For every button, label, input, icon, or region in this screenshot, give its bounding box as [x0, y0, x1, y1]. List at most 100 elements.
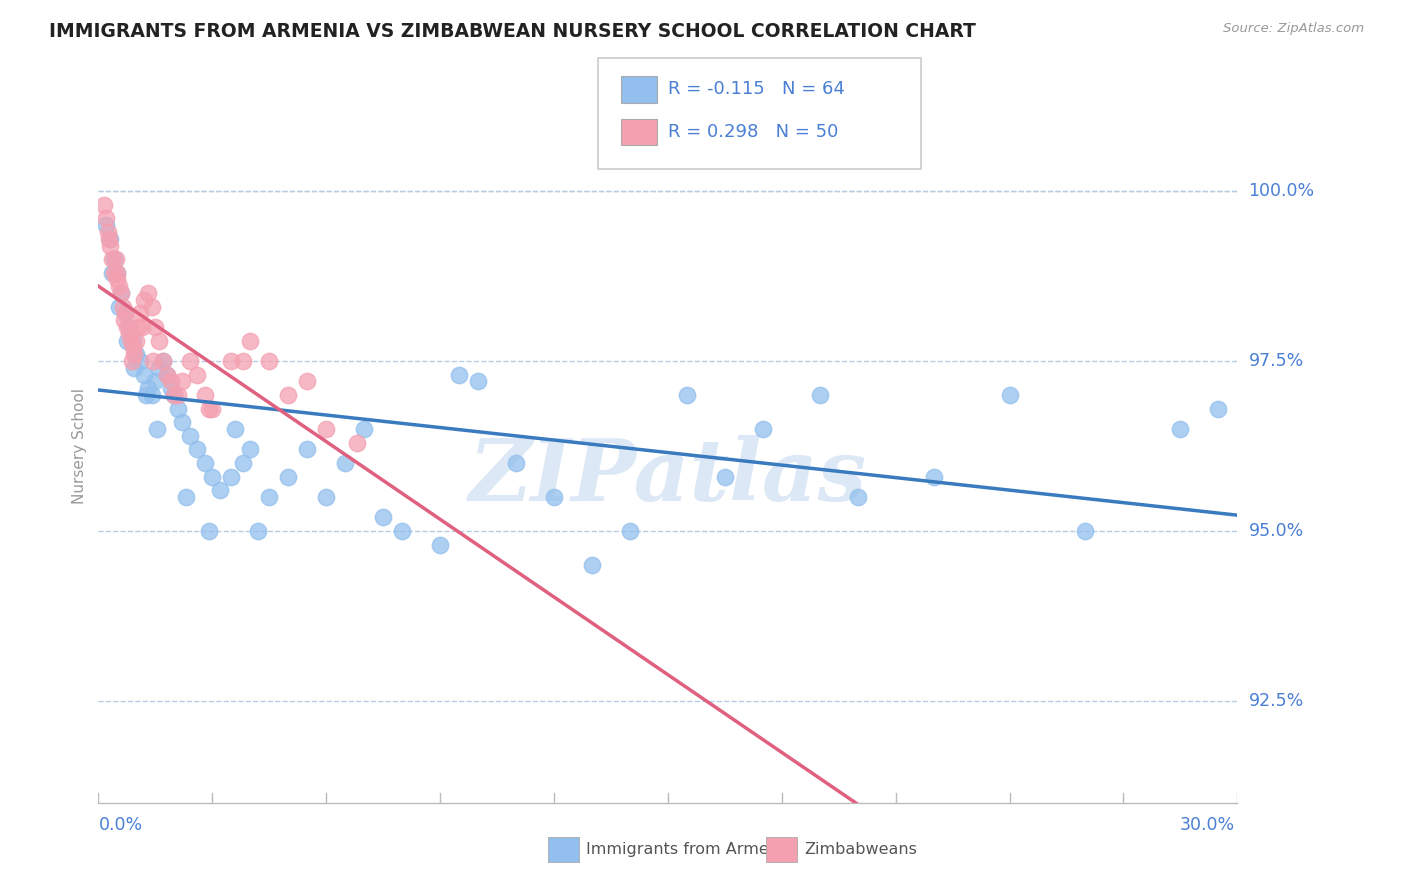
- Point: [1074, 524, 1097, 538]
- Point: [1170, 422, 1192, 436]
- Text: 97.5%: 97.5%: [1249, 352, 1303, 370]
- Point: [353, 422, 375, 436]
- Point: [100, 266, 122, 280]
- Point: [179, 354, 201, 368]
- Point: [581, 558, 603, 572]
- Point: [277, 469, 299, 483]
- Point: [104, 252, 127, 266]
- Point: [543, 490, 565, 504]
- Point: [335, 456, 357, 470]
- Point: [232, 354, 254, 368]
- Point: [125, 334, 148, 348]
- Point: [152, 354, 174, 368]
- Point: [136, 381, 159, 395]
- Point: [94, 218, 117, 232]
- Point: [846, 490, 869, 504]
- Point: [98, 232, 121, 246]
- Point: [179, 429, 201, 443]
- Point: [447, 368, 470, 382]
- Text: 92.5%: 92.5%: [1249, 692, 1303, 710]
- Point: [124, 347, 146, 361]
- Point: [105, 272, 128, 286]
- Point: [429, 537, 451, 551]
- Point: [110, 286, 132, 301]
- Point: [121, 341, 143, 355]
- Point: [98, 238, 121, 252]
- Point: [100, 252, 122, 266]
- Point: [315, 422, 337, 436]
- Point: [159, 375, 181, 389]
- Text: Zimbabweans: Zimbabweans: [804, 842, 917, 856]
- Point: [467, 375, 489, 389]
- Point: [163, 388, 186, 402]
- Point: [125, 347, 148, 361]
- Point: [167, 401, 190, 416]
- Text: R = -0.115   N = 64: R = -0.115 N = 64: [668, 80, 845, 98]
- Point: [224, 422, 246, 436]
- Point: [170, 415, 193, 429]
- Point: [170, 375, 193, 389]
- Point: [142, 354, 165, 368]
- Point: [505, 456, 527, 470]
- Point: [232, 456, 254, 470]
- Point: [148, 334, 170, 348]
- Point: [752, 422, 775, 436]
- Point: [127, 320, 149, 334]
- Text: 30.0%: 30.0%: [1180, 816, 1234, 834]
- Text: Source: ZipAtlas.com: Source: ZipAtlas.com: [1223, 22, 1364, 36]
- Text: ZIPatlas: ZIPatlas: [468, 434, 868, 518]
- Point: [114, 306, 136, 320]
- Point: [118, 326, 141, 341]
- Point: [194, 456, 217, 470]
- Point: [315, 490, 337, 504]
- Text: Immigrants from Armenia: Immigrants from Armenia: [586, 842, 793, 856]
- Point: [103, 252, 125, 266]
- Point: [152, 354, 174, 368]
- Point: [259, 354, 281, 368]
- Point: [208, 483, 231, 498]
- Point: [194, 388, 217, 402]
- Point: [145, 375, 167, 389]
- Point: [132, 368, 155, 382]
- Point: [132, 293, 155, 307]
- Point: [246, 524, 269, 538]
- Point: [156, 368, 179, 382]
- Point: [98, 232, 121, 246]
- Point: [297, 442, 319, 457]
- Point: [619, 524, 641, 538]
- Point: [121, 354, 143, 368]
- Point: [131, 320, 153, 334]
- Point: [221, 354, 243, 368]
- Point: [107, 266, 129, 280]
- Point: [808, 388, 831, 402]
- Point: [186, 442, 208, 457]
- Point: [112, 300, 135, 314]
- Point: [174, 490, 197, 504]
- Point: [124, 360, 146, 375]
- Point: [112, 313, 135, 327]
- Point: [159, 381, 181, 395]
- Point: [110, 286, 132, 301]
- Point: [141, 388, 163, 402]
- Point: [239, 442, 262, 457]
- Point: [146, 422, 169, 436]
- Point: [97, 225, 120, 239]
- Text: 95.0%: 95.0%: [1249, 522, 1303, 540]
- Point: [277, 388, 299, 402]
- Point: [998, 388, 1021, 402]
- Point: [145, 320, 167, 334]
- Point: [129, 306, 152, 320]
- Point: [103, 266, 125, 280]
- Point: [1208, 401, 1230, 416]
- Point: [197, 401, 219, 416]
- Point: [239, 334, 262, 348]
- Point: [201, 401, 224, 416]
- Point: [108, 279, 131, 293]
- Point: [107, 266, 129, 280]
- Text: 0.0%: 0.0%: [98, 816, 142, 834]
- Point: [221, 469, 243, 483]
- Point: [371, 510, 394, 524]
- Point: [676, 388, 699, 402]
- Y-axis label: Nursery School: Nursery School: [72, 388, 87, 504]
- Point: [135, 388, 157, 402]
